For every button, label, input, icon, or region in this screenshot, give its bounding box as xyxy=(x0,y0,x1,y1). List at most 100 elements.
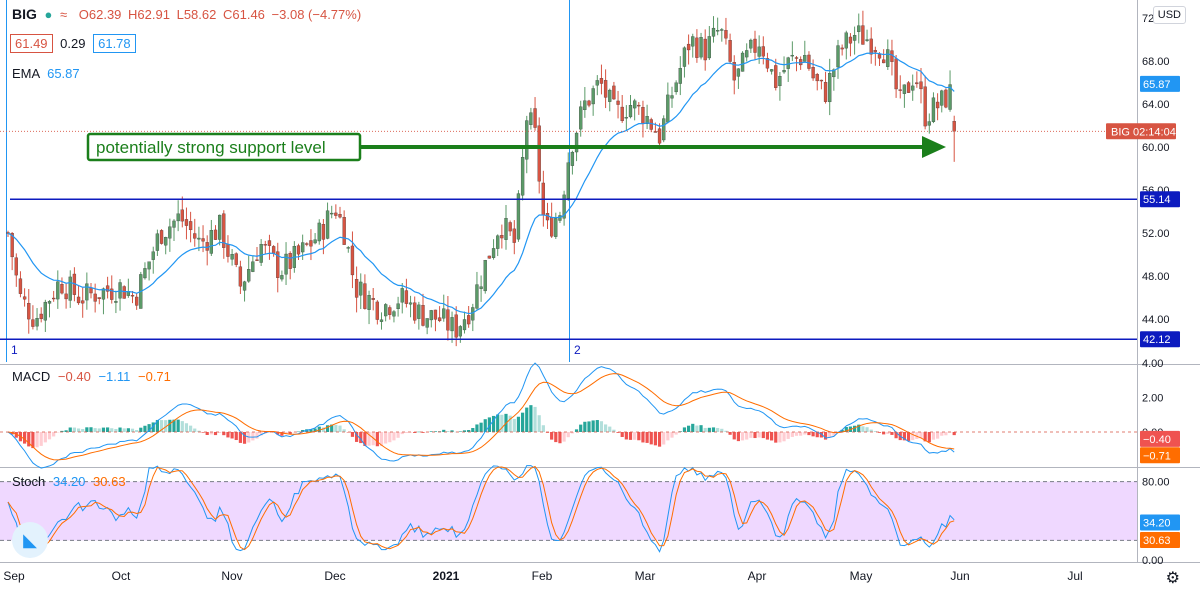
candle-body xyxy=(479,286,483,289)
macd-histogram-bar xyxy=(404,432,408,434)
candle-body xyxy=(379,319,384,322)
macd-histogram-bar xyxy=(637,432,641,441)
candle-body xyxy=(624,117,628,119)
macd-histogram-bar xyxy=(728,432,732,435)
macd-histogram-bar xyxy=(93,428,97,432)
candle-body xyxy=(375,301,380,320)
candle-body xyxy=(525,120,529,160)
candle-body xyxy=(790,54,794,57)
candle-body xyxy=(122,286,126,299)
macd-histogram-bar xyxy=(645,432,649,443)
macd-histogram-bar xyxy=(110,428,114,432)
macd-legend[interactable]: MACD −0.40 −1.11 −0.71 xyxy=(12,369,171,384)
macd-histogram-bar xyxy=(375,432,379,447)
candle-body xyxy=(43,301,47,321)
annotation-text: potentially strong support level xyxy=(96,138,326,157)
candle-body xyxy=(97,297,101,299)
candle-body xyxy=(359,281,363,296)
candle-body xyxy=(533,108,537,128)
macd-histogram-bar xyxy=(421,432,425,433)
macd-histogram-bar xyxy=(334,424,338,432)
macd-histogram-bar xyxy=(27,432,31,447)
candle-body xyxy=(915,82,919,85)
candle-body xyxy=(60,284,64,294)
ask-button[interactable]: 61.78 xyxy=(93,34,136,53)
candle-body xyxy=(529,112,533,125)
macd-histogram-bar xyxy=(604,424,608,432)
macd-histogram-bar xyxy=(496,414,500,432)
stoch-legend[interactable]: Stoch 34.20 30.63 xyxy=(12,474,126,489)
macd-histogram-bar xyxy=(624,432,628,440)
macd-histogram-bar xyxy=(39,432,43,446)
candle-body xyxy=(325,210,330,239)
macd-histogram-bar xyxy=(558,432,562,444)
candle-body xyxy=(886,49,890,67)
candle-body xyxy=(686,43,691,51)
candle-body xyxy=(574,132,579,153)
macd-histogram-bar xyxy=(458,431,462,432)
candle-body xyxy=(948,84,952,110)
high-value: H62.91 xyxy=(128,7,170,22)
candle-body xyxy=(707,36,711,59)
macd-histogram-bar xyxy=(126,428,130,432)
time-tick-label: Jul xyxy=(1067,569,1082,583)
macd-signal-line xyxy=(7,373,955,461)
macd-histogram-bar xyxy=(296,431,301,433)
candle-body xyxy=(437,317,442,322)
bid-button[interactable]: 61.49 xyxy=(10,34,53,53)
macd-histogram-bar xyxy=(566,432,570,438)
macd-histogram-bar xyxy=(861,426,865,432)
tradingview-logo[interactable]: ◣ xyxy=(12,522,48,558)
macd-histogram-bar xyxy=(736,432,740,442)
candle-body xyxy=(296,245,301,255)
macd-badge-2-bg xyxy=(1140,447,1180,464)
macd-histogram-bar xyxy=(280,432,284,436)
macd-histogram-bar xyxy=(641,432,645,443)
candle-body xyxy=(134,296,139,306)
macd-histogram-bar xyxy=(940,432,944,436)
macd-histogram-bar xyxy=(894,432,898,439)
macd-histogram-bar xyxy=(276,432,280,435)
time-tick-label: Nov xyxy=(221,569,242,583)
stoch-badge-d: 30.63 xyxy=(1143,535,1171,547)
macd-histogram-bar xyxy=(828,432,832,438)
candle-body xyxy=(550,217,554,237)
support-upper-badge: 55.14 xyxy=(1143,194,1171,206)
candle-body xyxy=(774,65,778,88)
candle-body xyxy=(217,214,222,240)
candle-body xyxy=(31,319,35,327)
candle-body xyxy=(180,209,184,222)
candle-body xyxy=(483,260,487,292)
candle-body xyxy=(305,243,309,245)
macd-histogram-bar xyxy=(720,428,724,432)
candle-body xyxy=(309,240,313,247)
candle-body xyxy=(159,230,164,244)
macd-histogram-bar xyxy=(76,428,81,432)
macd-histogram-bar xyxy=(591,420,595,432)
macd-histogram-bar xyxy=(666,432,670,441)
macd-histogram-bar xyxy=(778,432,782,443)
ema-value: 65.87 xyxy=(47,66,80,81)
candle-body xyxy=(500,235,504,239)
currency-button[interactable]: USD xyxy=(1152,6,1186,24)
gear-icon[interactable]: ⚙ xyxy=(1165,570,1180,587)
macd-histogram-bar xyxy=(159,420,164,432)
macd-histogram-bar xyxy=(272,432,276,433)
candle-body xyxy=(164,237,168,246)
price-tick-label: 48.00 xyxy=(1142,271,1170,283)
symbol-name[interactable]: BIG xyxy=(12,6,37,22)
stoch-label: Stoch xyxy=(12,474,46,489)
candle-body xyxy=(184,219,189,226)
macd-histogram-bar xyxy=(417,431,421,433)
stoch-k-value: 34.20 xyxy=(52,474,86,489)
candle-body xyxy=(807,54,811,69)
candle-body xyxy=(823,82,828,102)
candle-body xyxy=(803,55,807,62)
macd-histogram-bar xyxy=(525,407,529,432)
macd-histogram-bar xyxy=(155,419,159,432)
macd-histogram-bar xyxy=(359,432,363,444)
ema-legend[interactable]: EMA 65.87 xyxy=(12,66,80,81)
candle-body xyxy=(927,121,931,126)
candle-body xyxy=(271,246,276,254)
